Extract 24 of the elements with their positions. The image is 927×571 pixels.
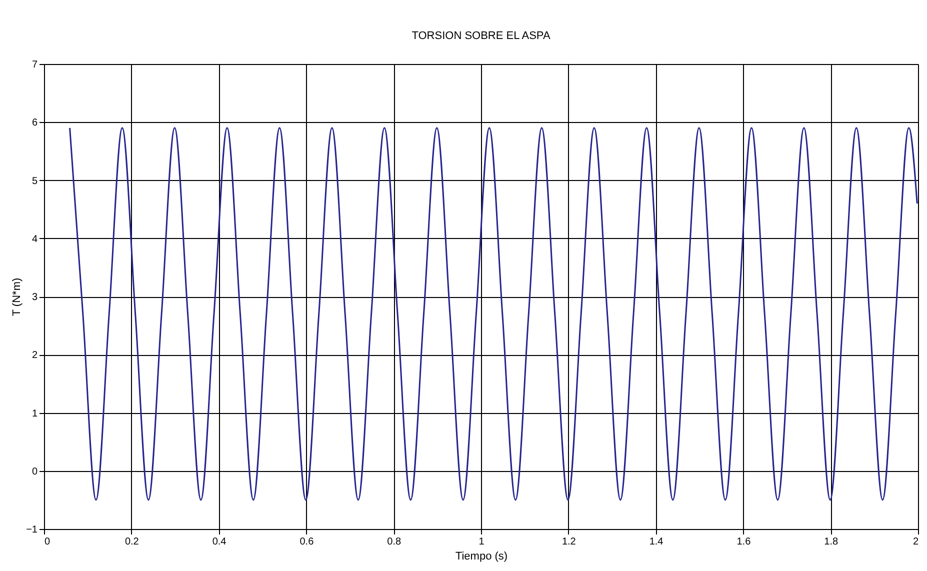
x-tick-label: 0.6: [300, 536, 314, 548]
x-tick-label: 0.4: [212, 536, 227, 548]
x-tick-label: 0.2: [124, 536, 140, 548]
y-axis-title: T (N*m): [11, 278, 24, 316]
chart-title: TORSION SOBRE EL ASPA: [412, 30, 551, 42]
y-tick-label: 3: [32, 292, 38, 303]
y-tick-label: 6: [32, 118, 38, 129]
x-tick-label: 1.4: [649, 536, 664, 548]
x-tick-label: 1.2: [562, 536, 576, 548]
line-series: [69, 127, 918, 501]
x-tick-label: 1.6: [736, 536, 752, 548]
x-tick-label: 0: [44, 536, 50, 548]
y-tick-label: −1: [26, 524, 38, 536]
y-tick-label: 7: [32, 60, 38, 70]
y-tick-label: 1: [32, 408, 38, 420]
y-tick-label: 2: [32, 350, 38, 362]
x-tick-label: 1.8: [824, 536, 838, 548]
y-tick-label: 5: [32, 176, 38, 187]
y-tick-label: 0: [32, 466, 38, 478]
x-axis-title: Tiempo (s): [455, 550, 508, 562]
y-tick-label: 4: [32, 234, 38, 245]
x-tick-label: 0.8: [387, 536, 402, 548]
x-tick-label: 2: [912, 536, 919, 548]
x-tick-label: 1: [478, 536, 485, 548]
